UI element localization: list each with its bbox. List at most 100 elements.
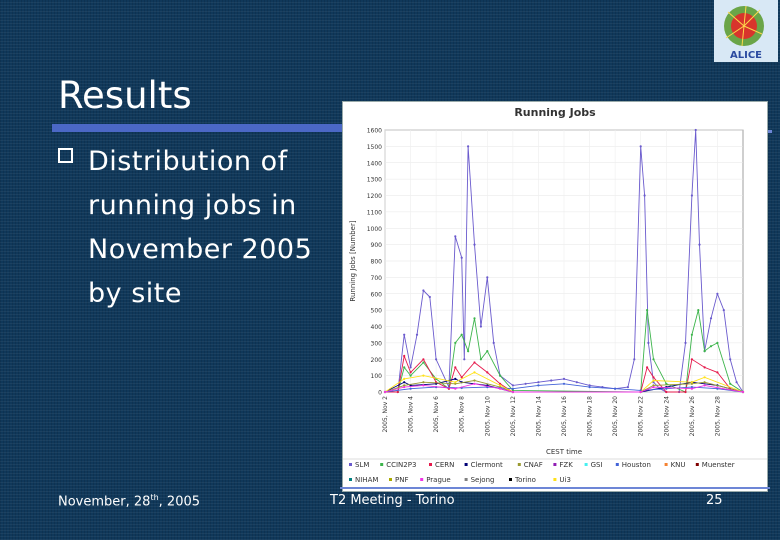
series-point (665, 382, 668, 385)
series-point (486, 350, 489, 353)
legend-entry: Sejong (471, 476, 495, 484)
series-point (575, 381, 578, 384)
y-tick-label: 700 (371, 275, 383, 282)
footer-page-number: 25 (706, 493, 723, 508)
series-point (473, 317, 476, 320)
footer-date-text: November, 28 (58, 494, 151, 510)
series-point (703, 381, 706, 384)
series-point (697, 309, 700, 312)
x-tick-label: 2005, Nov 18 (587, 396, 594, 437)
series-point (486, 276, 489, 279)
footer-line (340, 487, 770, 489)
y-tick-label: 400 (371, 324, 383, 331)
alice-logo-graphic: ALICE (714, 0, 778, 62)
series-point (729, 382, 732, 385)
series-point (562, 377, 566, 380)
series-point (690, 386, 693, 389)
series-point (486, 371, 489, 374)
legend-entry: GSI (591, 461, 603, 469)
series-point (735, 381, 738, 384)
y-tick-label: 1000 (367, 226, 382, 233)
y-tick-label: 1200 (367, 193, 382, 200)
series-point (460, 256, 463, 259)
series-point (473, 379, 476, 382)
legend-swatch (517, 463, 521, 466)
series-point (403, 354, 406, 358)
x-tick-label: 2005, Nov 16 (561, 396, 568, 437)
series-point (467, 145, 470, 148)
series-point (703, 366, 706, 369)
legend-entry: Ui3 (559, 476, 571, 484)
bullet-square-icon (58, 148, 73, 163)
series-point (396, 390, 399, 394)
legend-swatch (464, 478, 468, 481)
series-point (537, 384, 540, 387)
legend-entry: CCIN2P3 (386, 461, 416, 469)
legend-swatch (695, 463, 699, 466)
footer-date-sup: th (150, 493, 159, 502)
series-point (694, 128, 697, 132)
series-point (646, 309, 649, 312)
legend-entry: Prague (426, 476, 450, 484)
series-point (690, 382, 693, 385)
chart-title: Running Jobs (514, 106, 596, 119)
series-point (741, 390, 745, 394)
series-point (588, 386, 591, 389)
legend-swatch (420, 478, 424, 481)
series-point (537, 381, 540, 384)
series-point (415, 333, 419, 336)
series-point (524, 382, 527, 385)
series-point (633, 358, 636, 361)
legend-entry: Houston (622, 461, 651, 469)
series-point (403, 377, 406, 380)
series-point (511, 390, 514, 394)
series-point (454, 366, 457, 369)
x-tick-label: 2005, Nov 6 (433, 396, 440, 433)
legend-swatch (389, 478, 392, 481)
series-point (428, 295, 431, 299)
series-point (690, 381, 693, 384)
series-point (690, 194, 693, 197)
y-tick-label: 100 (371, 373, 383, 380)
series-point (588, 384, 591, 387)
series-point (422, 374, 425, 377)
series-line (384, 371, 744, 393)
slide-title: Results (58, 74, 192, 117)
series-line (384, 380, 744, 393)
series-point (722, 309, 725, 312)
y-tick-label: 300 (371, 340, 383, 347)
legend-entry: Muenster (702, 461, 735, 469)
y-tick-label: 1300 (367, 177, 382, 184)
series-point (647, 341, 650, 344)
legend-swatch (553, 463, 557, 466)
series-point (709, 345, 713, 348)
series-point (454, 235, 457, 238)
series-point (499, 382, 502, 385)
series-point (422, 289, 425, 292)
series-point (422, 361, 425, 364)
legend-swatch (349, 463, 352, 466)
series-point (473, 382, 476, 385)
series-point (511, 389, 514, 392)
series-point (422, 358, 425, 361)
alice-logo-text: ALICE (730, 50, 762, 61)
series-point (403, 384, 406, 387)
series-point (454, 341, 457, 344)
alice-logo: ALICE (714, 0, 778, 62)
series-point (652, 384, 655, 387)
series-point (479, 358, 482, 361)
y-tick-label: 1500 (367, 144, 382, 151)
legend-entry: Torino (514, 476, 536, 484)
x-tick-label: 2005, Nov 10 (484, 396, 491, 437)
series-point (479, 325, 482, 328)
series-point (652, 376, 655, 379)
series-line (384, 383, 744, 393)
legend-swatch (615, 463, 619, 466)
y-tick-label: 600 (371, 291, 383, 298)
series-point (729, 358, 732, 361)
series-point (639, 145, 642, 148)
series-point (709, 317, 713, 320)
series-point (698, 243, 701, 246)
y-tick-label: 200 (371, 357, 383, 364)
series-point (492, 341, 495, 344)
